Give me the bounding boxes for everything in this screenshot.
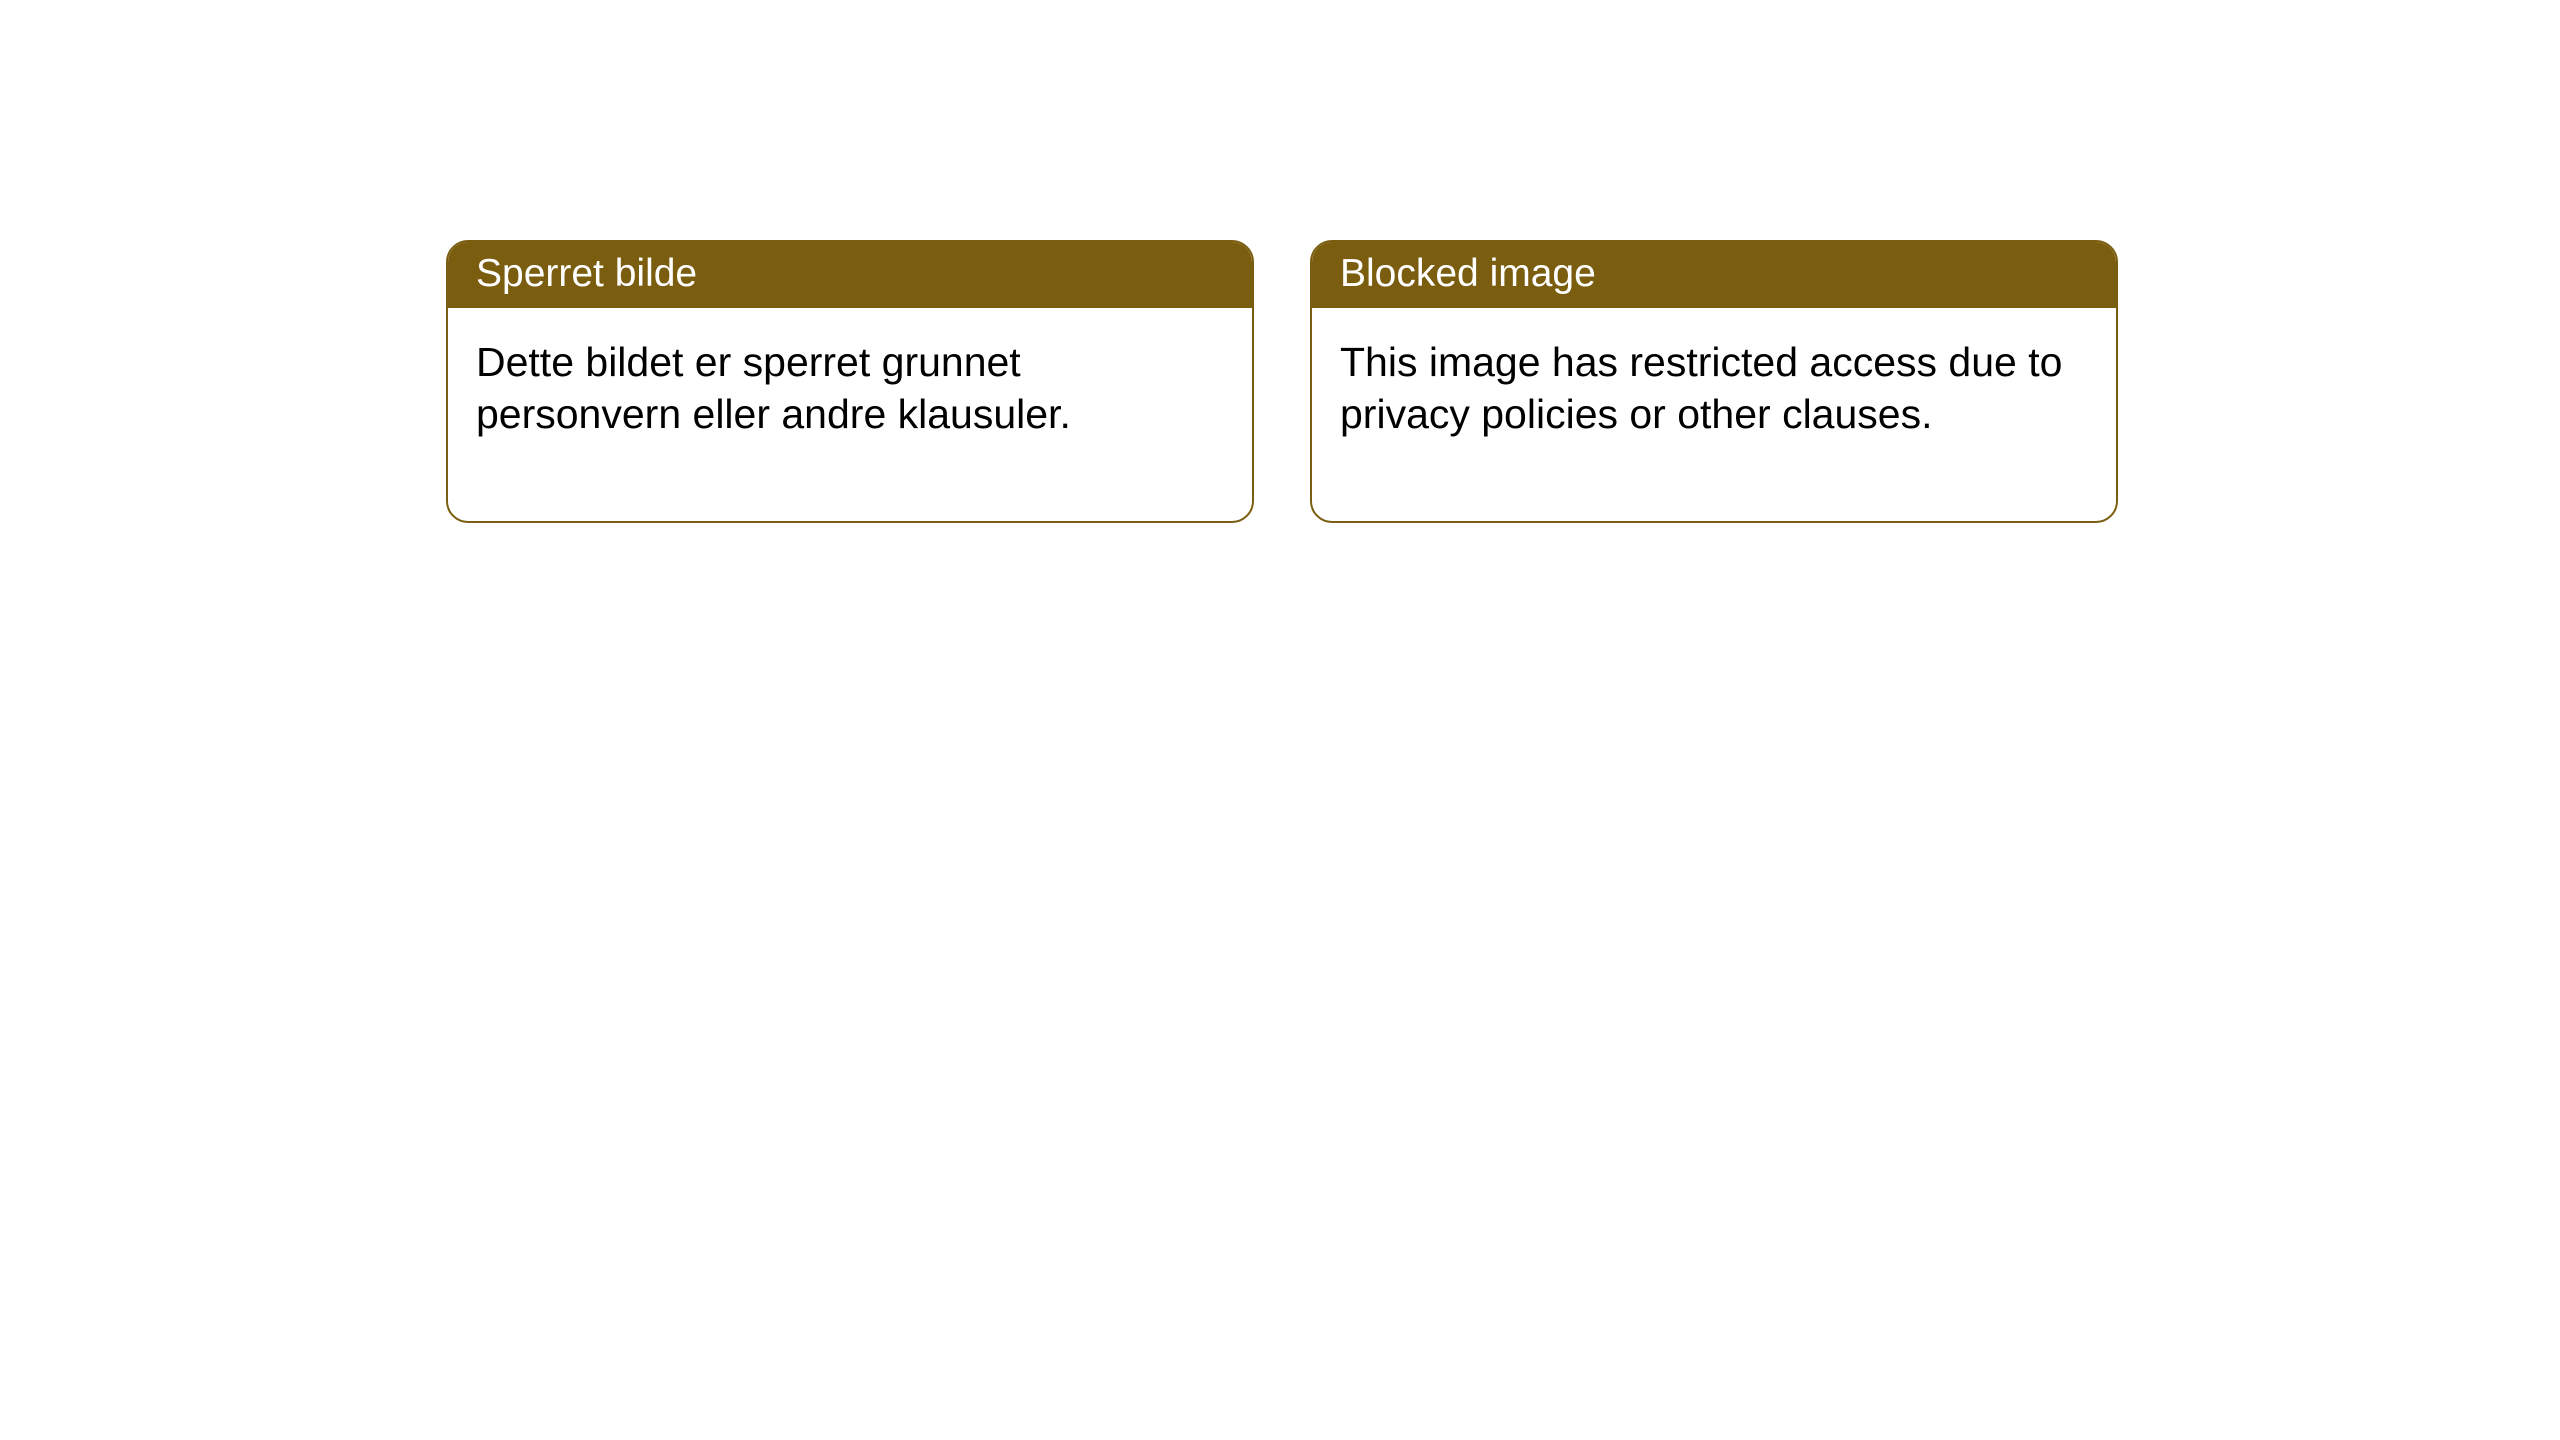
notice-body-text: Dette bildet er sperret grunnet personve… — [476, 339, 1071, 437]
notice-container: Sperret bilde Dette bildet er sperret gr… — [446, 240, 2118, 523]
notice-title: Blocked image — [1340, 252, 1596, 295]
notice-body: This image has restricted access due to … — [1312, 308, 2116, 521]
notice-card-norwegian: Sperret bilde Dette bildet er sperret gr… — [446, 240, 1254, 523]
notice-body-text: This image has restricted access due to … — [1340, 339, 2062, 437]
notice-header: Sperret bilde — [448, 242, 1252, 308]
notice-header: Blocked image — [1312, 242, 2116, 308]
notice-body: Dette bildet er sperret grunnet personve… — [448, 308, 1252, 521]
notice-card-english: Blocked image This image has restricted … — [1310, 240, 2118, 523]
notice-title: Sperret bilde — [476, 252, 697, 295]
